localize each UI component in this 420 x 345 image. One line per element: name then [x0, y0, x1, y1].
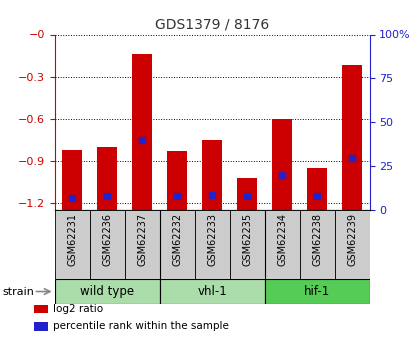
Title: GDS1379 / 8176: GDS1379 / 8176: [155, 18, 269, 32]
Bar: [265, 279, 370, 304]
Bar: [335, 210, 370, 279]
Bar: [34, 322, 48, 331]
Text: GSM62237: GSM62237: [137, 213, 147, 266]
Text: GSM62239: GSM62239: [347, 213, 357, 266]
Text: log2 ratio: log2 ratio: [53, 304, 103, 314]
Text: GSM62235: GSM62235: [242, 213, 252, 266]
Bar: [273, 119, 292, 210]
Bar: [202, 140, 222, 210]
Bar: [160, 210, 194, 279]
Text: vhl-1: vhl-1: [197, 285, 227, 298]
Bar: [194, 210, 230, 279]
Text: GSM62232: GSM62232: [172, 213, 182, 266]
Bar: [342, 66, 362, 210]
Bar: [132, 54, 152, 210]
Bar: [299, 210, 335, 279]
Bar: [63, 150, 82, 210]
Bar: [265, 210, 299, 279]
Bar: [89, 210, 125, 279]
Bar: [307, 168, 327, 210]
Text: hif-1: hif-1: [304, 285, 330, 298]
Text: strain: strain: [2, 287, 34, 296]
Text: percentile rank within the sample: percentile rank within the sample: [53, 322, 229, 331]
Bar: [160, 279, 265, 304]
Text: GSM62231: GSM62231: [67, 213, 77, 266]
Bar: [34, 305, 48, 313]
Text: wild type: wild type: [80, 285, 134, 298]
Bar: [230, 210, 265, 279]
Text: GSM62233: GSM62233: [207, 213, 217, 266]
Text: GSM62234: GSM62234: [277, 213, 287, 266]
Text: GSM62238: GSM62238: [312, 213, 322, 266]
Bar: [237, 178, 257, 210]
Bar: [125, 210, 160, 279]
Bar: [97, 147, 117, 210]
Text: GSM62236: GSM62236: [102, 213, 112, 266]
Bar: [55, 279, 160, 304]
Bar: [55, 210, 89, 279]
Bar: [168, 151, 187, 210]
